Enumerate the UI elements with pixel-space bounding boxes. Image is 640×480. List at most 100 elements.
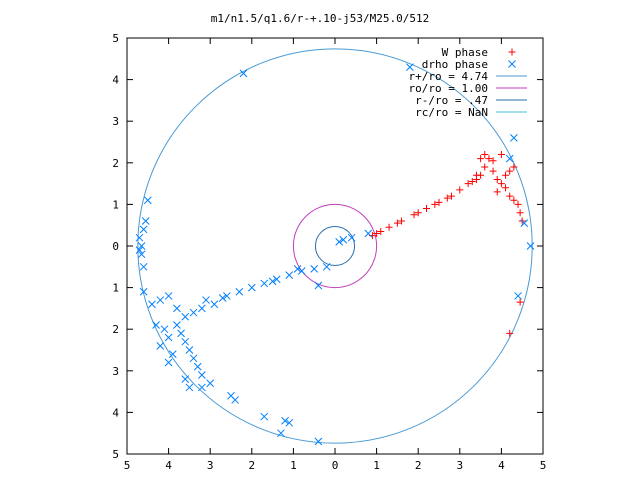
w-phase-point — [398, 217, 406, 225]
y-tick-label: 3 — [112, 115, 119, 128]
x-tick-label: 3 — [456, 459, 463, 472]
w-phase-point — [447, 192, 455, 200]
w-phase-point — [489, 167, 497, 175]
x-tick-label: 5 — [124, 459, 131, 472]
drho-phase-point — [156, 341, 165, 350]
drho-phase-point — [285, 418, 294, 427]
w-phase-point — [464, 180, 472, 188]
legend-marker-swatch — [508, 60, 516, 68]
w-phase-point — [502, 184, 510, 192]
drho-phase-point — [137, 250, 146, 259]
y-tick-label: 5 — [112, 448, 119, 461]
drho-phase-point — [164, 333, 173, 342]
drho-phase-point — [339, 235, 348, 244]
w-phase-point — [497, 180, 505, 188]
w-phase-point — [456, 186, 464, 194]
w-phase-point — [385, 223, 393, 231]
drho-phase-point — [168, 350, 177, 359]
x-tick-label: 4 — [498, 459, 505, 472]
drho-phase-point — [185, 383, 194, 392]
w-phase-point — [516, 298, 524, 306]
x-tick-label: 5 — [540, 459, 547, 472]
circle-r-ring — [137, 48, 533, 444]
w-phase-point — [502, 171, 510, 179]
drho-phase-point — [141, 217, 150, 225]
drho-phase-point — [181, 337, 190, 346]
drho-phase-point — [222, 292, 231, 300]
drho-phase-point — [268, 277, 277, 286]
drho-phase-point — [198, 383, 206, 392]
w-phase-point — [443, 194, 451, 202]
drho-phase-point — [231, 396, 240, 404]
w-phase-point — [506, 329, 514, 337]
w-phase-point — [410, 211, 418, 219]
drho-phase-point — [193, 362, 202, 371]
drho-phase-point — [335, 237, 344, 246]
w-phase-point — [481, 163, 489, 171]
legend-label: r-/ro = .47 — [415, 94, 488, 107]
drho-phase-point — [526, 242, 535, 250]
w-phase-point — [377, 227, 385, 235]
drho-phase-point — [173, 321, 181, 329]
drho-phase-point — [364, 229, 373, 238]
drho-phase-point — [310, 265, 319, 273]
w-phase-point — [506, 192, 514, 200]
y-tick-label: 4 — [112, 406, 119, 419]
y-tick-label: 3 — [112, 365, 119, 378]
drho-phase-point — [135, 246, 144, 255]
w-phase-point — [493, 175, 501, 183]
x-tick-label: 3 — [207, 459, 214, 472]
y-tick-label: 4 — [112, 74, 119, 87]
x-tick-label: 2 — [248, 459, 255, 472]
drho-phase-point — [139, 262, 148, 271]
drho-phase-point — [202, 296, 210, 304]
drho-phase-point — [164, 292, 173, 300]
w-phase-point — [423, 205, 431, 213]
drho-phase-point — [260, 412, 269, 421]
drho-phase-point — [198, 304, 206, 313]
x-tick-label: 1 — [290, 459, 297, 472]
drho-phase-point — [198, 371, 206, 379]
drho-phase-point — [156, 296, 165, 304]
legend-label: ro/ro = 1.00 — [409, 82, 488, 95]
drho-phase-point — [235, 287, 244, 296]
w-phase-point — [506, 167, 514, 175]
drho-phase-point — [277, 429, 285, 438]
drho-phase-point — [164, 358, 173, 367]
drho-phase-point — [137, 242, 146, 250]
series-drho-phase — [135, 63, 535, 446]
w-phase-point — [497, 150, 505, 158]
x-tick-label: 4 — [165, 459, 172, 472]
chart-title: m1/n1.5/q1.6/r-+.10-j53/M25.0/512 — [211, 12, 430, 25]
drho-phase-point — [514, 292, 522, 300]
circle-ro-ring — [292, 203, 378, 289]
drho-phase-point — [505, 154, 514, 163]
y-tick-label: 5 — [112, 32, 119, 45]
drho-phase-point — [210, 300, 219, 309]
w-phase-point — [510, 163, 518, 171]
w-phase-point — [510, 196, 518, 204]
drho-phase-point — [181, 312, 190, 321]
drho-phase-point — [322, 262, 331, 271]
y-tick-label: 2 — [112, 157, 119, 170]
w-phase-point — [485, 155, 493, 163]
drho-phase-point — [143, 196, 152, 205]
drho-phase-point — [152, 321, 160, 329]
drho-phase-point — [406, 63, 414, 71]
drho-phase-point — [314, 437, 323, 446]
w-phase-point — [373, 230, 381, 238]
legend-label: r+/ro = 4.74 — [409, 70, 489, 83]
drho-phase-point — [239, 69, 248, 78]
w-phase-point — [393, 219, 401, 227]
data-series — [135, 63, 535, 446]
x-tick-label: 2 — [415, 459, 422, 472]
w-phase-point — [489, 157, 497, 165]
drho-phase-point — [189, 308, 198, 317]
drho-phase-point — [520, 219, 529, 227]
drho-phase-point — [177, 329, 185, 338]
legend-label: W phase — [442, 46, 488, 59]
w-phase-point — [414, 209, 422, 217]
drho-phase-point — [347, 233, 356, 242]
